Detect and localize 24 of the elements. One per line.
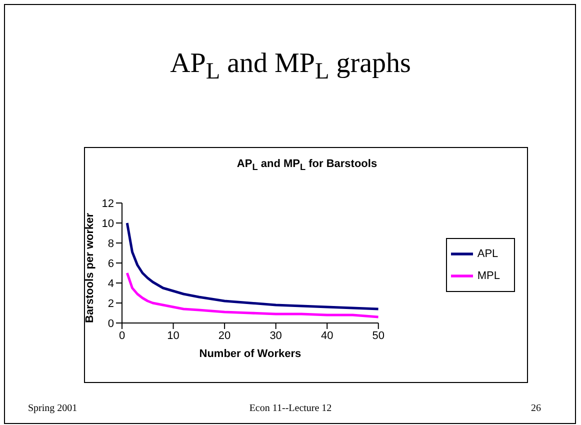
text: Econ 11--Lecture 12	[249, 403, 332, 414]
y-tick-label: 2	[108, 298, 114, 310]
chart-title: AP$_{L}$ and MP$_{L}$ graphs	[169, 48, 412, 86]
x-tick-label: 40	[320, 330, 334, 342]
x-tick-label: 10	[167, 330, 180, 342]
y-tick-label: 6	[108, 258, 114, 270]
chart-subtitle: AP$_{L}$ and MP$_{L}$ for Barstools	[236, 158, 378, 172]
line-series	[126, 272, 378, 318]
y-tick-label: 0	[108, 318, 114, 330]
legend-label: APL	[477, 248, 498, 260]
text: Spring 2001	[28, 403, 78, 414]
y-axis-title: Barstools per worker	[84, 212, 96, 323]
y-tick-label: 4	[108, 278, 114, 290]
x-tick-label: 30	[270, 330, 282, 342]
text: 26	[531, 403, 541, 414]
x-tick-label: 0	[118, 330, 126, 342]
line-series	[126, 222, 378, 310]
y-tick-label: 8	[108, 238, 114, 250]
x-tick-label: 20	[218, 330, 231, 342]
x-axis-title: Number of Workers	[199, 348, 302, 360]
legend-label: MPL	[477, 270, 500, 282]
y-tick-label: 12	[102, 198, 114, 210]
y-tick-label: 10	[102, 218, 114, 230]
x-tick-label: 50	[372, 330, 384, 342]
